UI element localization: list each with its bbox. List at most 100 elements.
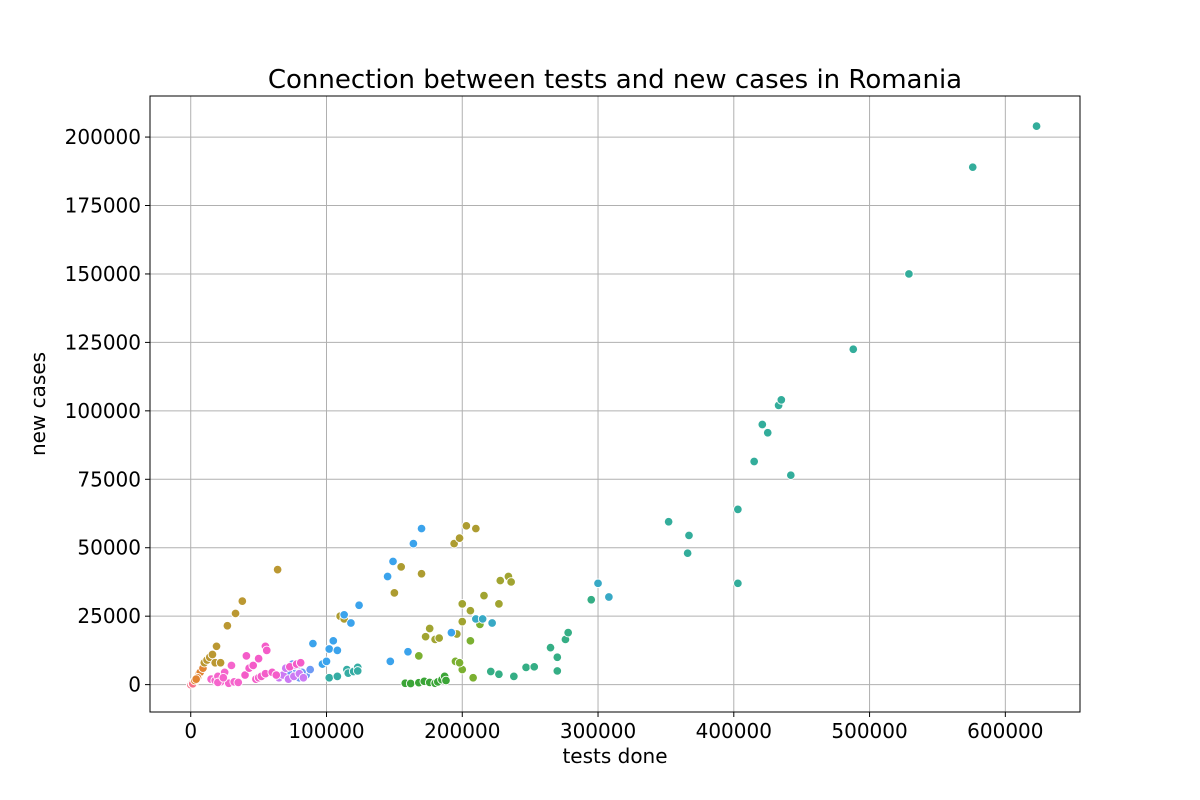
data-point	[424, 623, 435, 634]
y-tick-label: 175000	[65, 194, 141, 218]
data-point	[305, 664, 315, 675]
x-axis-label: tests done	[562, 744, 667, 768]
data-point	[233, 677, 243, 688]
data-point	[457, 616, 468, 627]
data-point	[321, 656, 332, 667]
y-tick-label: 100000	[65, 399, 141, 423]
data-point	[494, 669, 504, 679]
data-point	[593, 578, 603, 589]
data-point	[211, 641, 222, 652]
axis-ticks: 0 100000 200000 300000 400000 500000 600000 0 25…	[65, 125, 1044, 743]
data-point	[529, 662, 539, 672]
data-point	[328, 636, 339, 646]
data-point	[396, 562, 406, 572]
data-point	[222, 621, 233, 631]
data-point	[495, 575, 506, 586]
data-point	[339, 610, 349, 620]
data-point	[226, 660, 237, 671]
data-point	[465, 605, 476, 616]
data-point	[509, 671, 519, 682]
chart-title: Connection between tests and new cases i…	[268, 65, 962, 95]
data-point	[441, 675, 451, 686]
y-tick-label: 125000	[65, 330, 141, 354]
data-point	[487, 618, 497, 628]
data-point	[389, 588, 400, 598]
data-point	[552, 666, 563, 676]
data-point	[352, 666, 363, 676]
data-point	[230, 608, 241, 619]
x-tick-label: 300000	[560, 719, 636, 743]
data-point	[298, 673, 309, 683]
data-point	[416, 568, 427, 579]
x-tick-label: 100000	[288, 719, 364, 743]
x-tick-label: 500000	[831, 719, 907, 743]
data-point	[382, 571, 393, 582]
data-point	[477, 614, 488, 624]
data-point	[468, 673, 478, 683]
y-tick-label: 25000	[77, 604, 141, 628]
data-point	[776, 395, 787, 405]
data-point	[461, 521, 472, 531]
data-point	[324, 673, 334, 683]
y-tick-label: 75000	[77, 467, 141, 491]
data-point	[248, 660, 258, 671]
data-point	[663, 516, 674, 527]
data-point	[324, 644, 334, 654]
data-point	[272, 564, 283, 575]
data-point	[762, 427, 773, 438]
data-point	[521, 662, 531, 673]
data-point	[454, 657, 465, 668]
data-point	[479, 590, 489, 601]
data-point	[403, 647, 413, 657]
y-tick-label: 50000	[77, 536, 141, 560]
data-point	[733, 578, 743, 589]
data-point	[471, 523, 481, 534]
data-point	[733, 504, 743, 515]
data-point	[446, 627, 457, 638]
y-tick-label: 0	[128, 673, 141, 697]
y-axis-label: new cases	[26, 352, 50, 456]
data-point	[346, 618, 356, 628]
grid-lines	[150, 96, 1080, 712]
data-point	[684, 530, 694, 541]
data-point	[848, 344, 859, 354]
data-points	[185, 121, 1042, 690]
data-point	[332, 671, 343, 682]
data-point	[414, 651, 424, 661]
data-point	[682, 548, 693, 558]
data-point	[457, 599, 468, 609]
data-point	[262, 645, 272, 656]
data-point	[563, 627, 573, 638]
data-point	[218, 673, 229, 683]
data-point	[545, 642, 556, 653]
data-point	[465, 636, 476, 646]
data-point	[749, 456, 759, 467]
data-point	[295, 657, 306, 668]
x-tick-label: 200000	[424, 719, 500, 743]
data-point	[253, 653, 264, 664]
y-tick-label: 200000	[65, 125, 141, 149]
data-point	[416, 523, 427, 534]
data-point	[494, 599, 504, 609]
data-point	[586, 595, 596, 605]
plot-frame	[149, 95, 1081, 713]
data-point	[967, 162, 978, 172]
data-point	[604, 592, 614, 602]
data-point	[332, 645, 343, 656]
data-point	[241, 651, 252, 661]
data-point	[420, 631, 431, 642]
data-point	[904, 269, 914, 279]
data-point	[388, 556, 398, 567]
data-point	[271, 670, 282, 680]
data-point	[552, 652, 563, 662]
data-point	[405, 678, 416, 689]
data-point	[1031, 121, 1042, 131]
x-tick-label: 400000	[696, 719, 772, 743]
data-point	[308, 638, 318, 649]
data-point	[454, 533, 465, 543]
data-point	[408, 538, 419, 549]
data-point	[506, 577, 516, 587]
x-tick-label: 600000	[967, 719, 1043, 743]
